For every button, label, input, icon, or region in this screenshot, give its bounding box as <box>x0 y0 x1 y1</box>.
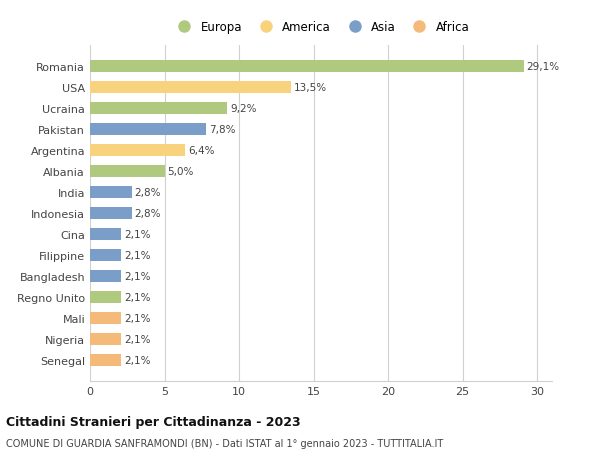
Bar <box>90 103 227 114</box>
Text: 29,1%: 29,1% <box>527 62 560 72</box>
Bar <box>90 291 121 303</box>
Text: COMUNE DI GUARDIA SANFRAMONDI (BN) - Dati ISTAT al 1° gennaio 2023 - TUTTITALIA.: COMUNE DI GUARDIA SANFRAMONDI (BN) - Dat… <box>6 438 443 448</box>
Bar <box>90 229 121 240</box>
Bar <box>90 207 132 219</box>
Bar <box>90 145 185 157</box>
Bar <box>90 82 291 94</box>
Bar <box>90 61 524 73</box>
Text: 6,4%: 6,4% <box>188 146 215 156</box>
Text: 13,5%: 13,5% <box>294 83 327 93</box>
Text: 2,1%: 2,1% <box>124 313 151 323</box>
Text: 2,1%: 2,1% <box>124 334 151 344</box>
Bar <box>90 354 121 366</box>
Text: 2,1%: 2,1% <box>124 271 151 281</box>
Legend: Europa, America, Asia, Africa: Europa, America, Asia, Africa <box>170 18 472 36</box>
Text: 2,8%: 2,8% <box>135 188 161 197</box>
Text: 9,2%: 9,2% <box>230 104 257 114</box>
Text: 2,1%: 2,1% <box>124 230 151 239</box>
Text: 2,8%: 2,8% <box>135 208 161 218</box>
Text: 2,1%: 2,1% <box>124 355 151 365</box>
Text: Cittadini Stranieri per Cittadinanza - 2023: Cittadini Stranieri per Cittadinanza - 2… <box>6 415 301 428</box>
Text: 7,8%: 7,8% <box>209 125 236 134</box>
Bar <box>90 333 121 345</box>
Bar <box>90 270 121 282</box>
Bar <box>90 166 164 177</box>
Bar <box>90 313 121 324</box>
Bar <box>90 124 206 135</box>
Bar <box>90 250 121 261</box>
Text: 2,1%: 2,1% <box>124 292 151 302</box>
Text: 2,1%: 2,1% <box>124 250 151 260</box>
Bar <box>90 187 132 198</box>
Text: 5,0%: 5,0% <box>167 167 194 177</box>
